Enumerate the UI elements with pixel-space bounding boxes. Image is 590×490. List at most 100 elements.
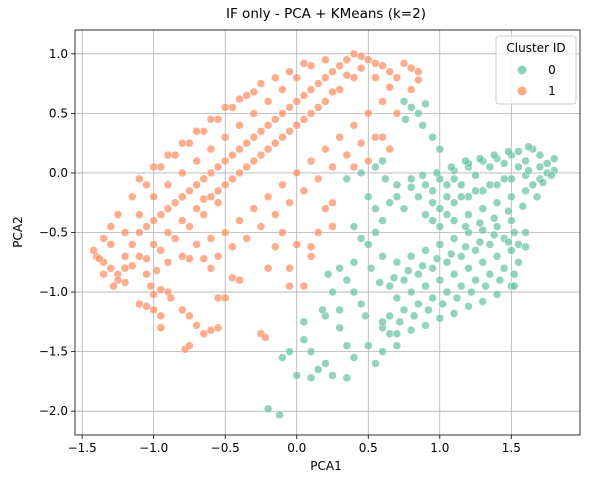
x-tick-label: −1.5 [68, 441, 97, 455]
scatter-point-cluster-0 [318, 305, 327, 315]
scatter-point-cluster-1 [206, 192, 216, 202]
scatter-point-cluster-1 [249, 87, 259, 97]
scatter-point-cluster-0 [492, 252, 502, 261]
scatter-point-cluster-0 [364, 240, 373, 249]
scatter-point-cluster-1 [356, 51, 366, 61]
scatter-point-cluster-0 [442, 258, 452, 267]
scatter-point-cluster-0 [342, 174, 352, 184]
scatter-point-cluster-0 [378, 216, 387, 225]
scatter-point-cluster-1 [399, 59, 409, 68]
scatter-point-cluster-0 [263, 404, 273, 414]
scatter-point-cluster-1 [185, 138, 194, 148]
scatter-point-cluster-1 [95, 254, 104, 263]
scatter-point-cluster-0 [499, 159, 509, 168]
scatter-point-cluster-1 [135, 210, 144, 219]
legend-title: Cluster ID [506, 41, 565, 55]
scatter-point-cluster-0 [392, 258, 402, 267]
scatter-point-cluster-1 [299, 186, 309, 196]
scatter-point-cluster-1 [278, 109, 287, 118]
scatter-point-cluster-1 [285, 263, 294, 273]
x-axis-label: PCA1 [310, 459, 341, 473]
scatter-point-cluster-0 [418, 261, 427, 271]
scatter-point-cluster-0 [449, 216, 459, 225]
scatter-point-cluster-1 [192, 204, 201, 213]
scatter-point-cluster-1 [292, 121, 301, 130]
scatter-point-cluster-0 [421, 246, 430, 255]
scatter-point-cluster-0 [518, 202, 528, 211]
scatter-point-cluster-0 [485, 240, 495, 249]
scatter-point-cluster-0 [457, 281, 466, 291]
scatter-point-cluster-0 [449, 269, 459, 279]
scatter-point-cluster-1 [178, 252, 187, 261]
scatter-point-cluster-1 [135, 299, 144, 309]
scatter-point-cluster-1 [271, 210, 280, 219]
scatter-point-cluster-0 [414, 109, 423, 118]
scatter-point-cluster-1 [220, 156, 230, 166]
scatter-point-cluster-1 [228, 174, 237, 184]
scatter-point-cluster-1 [242, 234, 251, 243]
scatter-point-cluster-0 [349, 287, 359, 297]
scatter-point-cluster-1 [249, 132, 259, 142]
scatter-point-cluster-0 [418, 171, 427, 180]
scatter-point-cluster-0 [478, 258, 487, 267]
scatter-point-cluster-0 [306, 373, 316, 383]
scatter-point-cluster-1 [120, 278, 130, 287]
scatter-point-cluster-0 [535, 162, 545, 172]
scatter-point-cluster-0 [507, 246, 516, 255]
scatter-point-cluster-1 [378, 97, 387, 106]
scatter-point-cluster-1 [166, 293, 176, 303]
scatter-point-cluster-1 [306, 252, 316, 261]
scatter-point-cluster-0 [452, 293, 462, 303]
scatter-point-cluster-0 [507, 216, 516, 225]
scatter-point-cluster-0 [361, 311, 370, 321]
scatter-point-cluster-1 [192, 156, 201, 166]
scatter-point-cluster-1 [278, 180, 287, 190]
scatter-point-cluster-0 [449, 309, 459, 318]
scatter-point-cluster-1 [356, 138, 366, 148]
scatter-point-cluster-1 [263, 97, 273, 106]
scatter-point-cluster-1 [156, 285, 166, 294]
scatter-point-cluster-1 [235, 168, 244, 178]
scatter-point-cluster-1 [321, 73, 330, 82]
scatter-point-cluster-1 [178, 305, 187, 315]
scatter-point-cluster-1 [163, 258, 173, 267]
scatter-point-cluster-1 [378, 132, 387, 142]
scatter-point-cluster-1 [199, 329, 209, 338]
scatter-point-cluster-1 [285, 198, 294, 207]
scatter-point-cluster-1 [321, 144, 330, 154]
scatter-point-cluster-0 [414, 192, 423, 202]
scatter-point-cluster-1 [213, 323, 223, 333]
scatter-point-cluster-0 [507, 174, 516, 184]
scatter-point-cluster-1 [106, 263, 116, 273]
scatter-point-cluster-1 [263, 263, 273, 273]
scatter-point-cluster-0 [475, 154, 485, 163]
scatter-point-cluster-0 [435, 240, 445, 249]
scatter-point-cluster-0 [406, 325, 416, 335]
scatter-point-cluster-1 [385, 67, 394, 76]
scatter-point-cluster-1 [349, 162, 359, 172]
scatter-point-cluster-0 [321, 359, 330, 368]
scatter-point-cluster-1 [263, 192, 273, 202]
scatter-point-cluster-1 [185, 311, 194, 321]
scatter-point-cluster-1 [392, 109, 402, 118]
scatter-point-cluster-0 [514, 240, 523, 249]
scatter-point-cluster-0 [342, 275, 352, 285]
scatter-point-cluster-0 [542, 159, 552, 168]
scatter-point-cluster-0 [549, 154, 559, 163]
scatter-point-cluster-0 [514, 147, 523, 156]
scatter-point-cluster-0 [275, 410, 284, 419]
scatter-point-cluster-1 [99, 234, 108, 243]
scatter-point-cluster-0 [478, 297, 487, 306]
y-tick-label: −1.0 [39, 285, 68, 299]
scatter-point-cluster-1 [127, 240, 137, 249]
scatter-point-cluster-1 [249, 109, 259, 118]
scatter-point-cluster-1 [263, 144, 273, 154]
scatter-point-cluster-1 [299, 91, 309, 100]
scatter-point-cluster-0 [392, 180, 402, 190]
scatter-point-cluster-1 [163, 150, 173, 160]
x-tick-label: 1.0 [430, 441, 449, 455]
scatter-point-cluster-1 [328, 198, 337, 207]
scatter-point-cluster-1 [220, 180, 230, 190]
scatter-point-cluster-0 [406, 174, 416, 184]
scatter-point-cluster-1 [135, 228, 144, 237]
